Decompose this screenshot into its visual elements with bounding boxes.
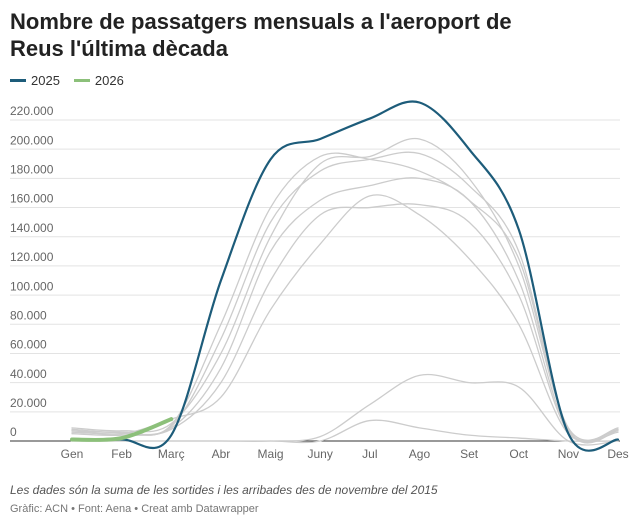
x-tick-label: Set <box>460 447 479 461</box>
y-tick-label: 20.000 <box>10 396 47 410</box>
y-tick-label: 100.000 <box>10 279 54 293</box>
x-tick-label: Feb <box>111 447 132 461</box>
line <box>71 151 619 444</box>
y-tick-label: 80.000 <box>10 308 47 322</box>
y-tick-label: 140.000 <box>10 221 54 235</box>
line <box>71 152 619 444</box>
y-tick-label: 60.000 <box>10 338 47 352</box>
x-tick-label: Maig <box>258 447 284 461</box>
x-tick-label: Març <box>158 447 185 461</box>
x-tick-label: Abr <box>212 447 231 461</box>
y-tick-label: 180.000 <box>10 163 54 177</box>
x-tick-label: Ago <box>409 447 431 461</box>
x-tick-label: Oct <box>509 447 528 461</box>
y-tick-label: 120.000 <box>10 250 54 264</box>
line <box>70 100 620 452</box>
legend: 2025 2026 <box>10 73 124 88</box>
y-tick-label: 200.000 <box>10 133 54 147</box>
line <box>71 177 619 442</box>
legend-swatch <box>10 79 26 82</box>
x-tick-label: Des <box>607 447 628 461</box>
line <box>70 417 174 442</box>
x-tick-label: Juny <box>308 447 333 461</box>
legend-item: 2025 <box>10 73 60 88</box>
legend-item: 2026 <box>73 73 124 88</box>
x-tick-label: Gen <box>61 447 84 461</box>
note: Les dades són la suma de les sortides i … <box>10 483 438 497</box>
x-tick-label: Nov <box>558 447 579 461</box>
y-tick-label: 220.000 <box>10 104 54 118</box>
line <box>71 137 619 441</box>
legend-label: 2025 <box>31 73 60 88</box>
y-tick-label: 40.000 <box>10 367 47 381</box>
chart-title: Nombre de passatgers mensuals a l'aeropo… <box>10 9 512 61</box>
y-tick-label: 0 <box>10 425 17 439</box>
legend-swatch <box>73 79 90 82</box>
x-tick-label: Jul <box>362 447 377 461</box>
legend-label: 2026 <box>94 73 124 88</box>
y-tick-label: 160.000 <box>10 192 54 206</box>
source: Gràfic: ACN • Font: Aena • Creat amb Dat… <box>10 503 259 515</box>
